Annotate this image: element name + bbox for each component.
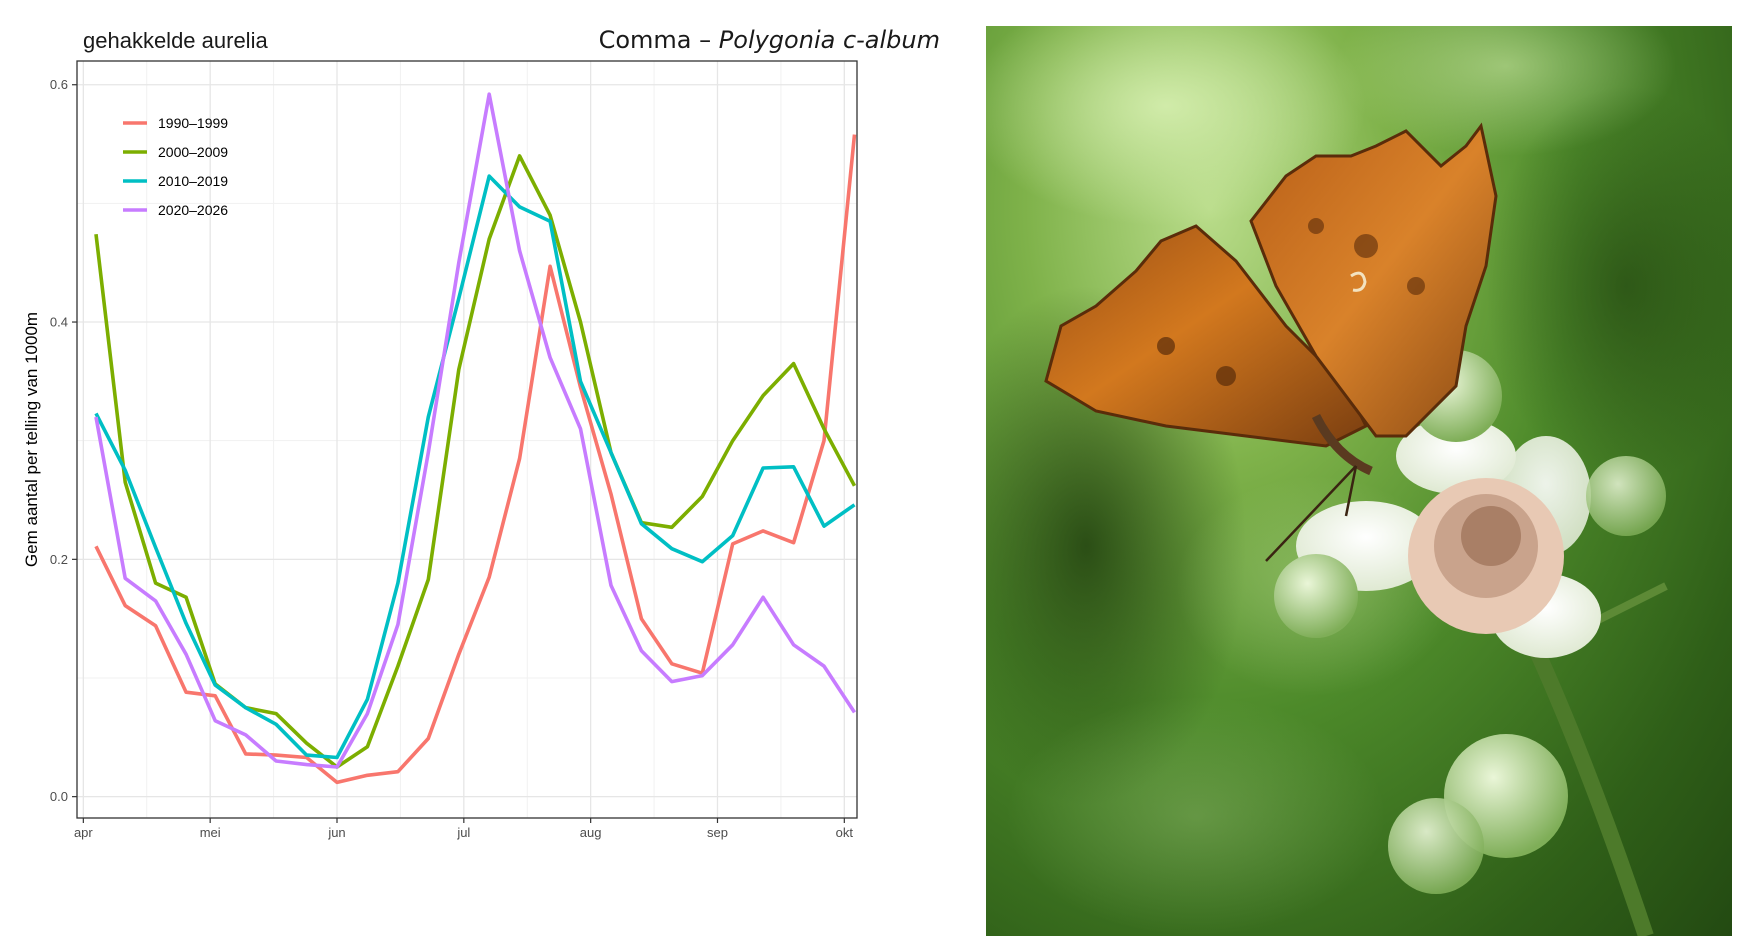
species-common-name: Comma	[598, 26, 692, 54]
y-axis-label: Gem aantal per telling van 1000m	[22, 312, 41, 567]
chart-panel: apr mei jun jul aug sep okt 0.0 0.2 0.4 0.6 Gem aan…	[22, 26, 940, 840]
x-tick-label: sep	[707, 825, 728, 840]
x-tick-label: jul	[456, 825, 470, 840]
legend-label-2: 2000–2009	[158, 144, 228, 160]
y-tick-label: 0.6	[50, 77, 68, 92]
y-tick-label: 0.0	[50, 789, 68, 804]
x-tick-label: jun	[327, 825, 345, 840]
legend-label-3: 2010–2019	[158, 173, 228, 189]
line-chart: apr mei jun jul aug sep okt 0.0 0.2 0.4 0.6 Gem aan…	[22, 60, 858, 840]
butterfly-photo	[986, 26, 1732, 936]
x-tick-label: aug	[580, 825, 602, 840]
legend-label-4: 2020–2026	[158, 202, 228, 218]
chart-subtitle: gehakkelde aurelia	[83, 28, 268, 53]
species-title: Comma – Polygonia c-album	[599, 26, 940, 54]
plot-background	[77, 61, 857, 818]
x-tick-label: okt	[836, 825, 854, 840]
series-line-1	[94, 134, 857, 785]
comma-butterfly	[1044, 122, 1498, 562]
bramble-flower	[1296, 418, 1601, 658]
species-dash: –	[691, 26, 719, 54]
y-tick-label: 0.4	[50, 315, 68, 330]
series-line-4	[94, 92, 857, 769]
plot-border	[76, 60, 858, 819]
x-tick-label: apr	[74, 825, 93, 840]
y-tick-label: 0.2	[50, 552, 68, 567]
x-tick-label: mei	[200, 825, 221, 840]
legend-label-1: 1990–1999	[158, 115, 228, 131]
species-scientific-name: Polygonia c-album	[718, 26, 940, 54]
series-line-3	[94, 174, 856, 760]
